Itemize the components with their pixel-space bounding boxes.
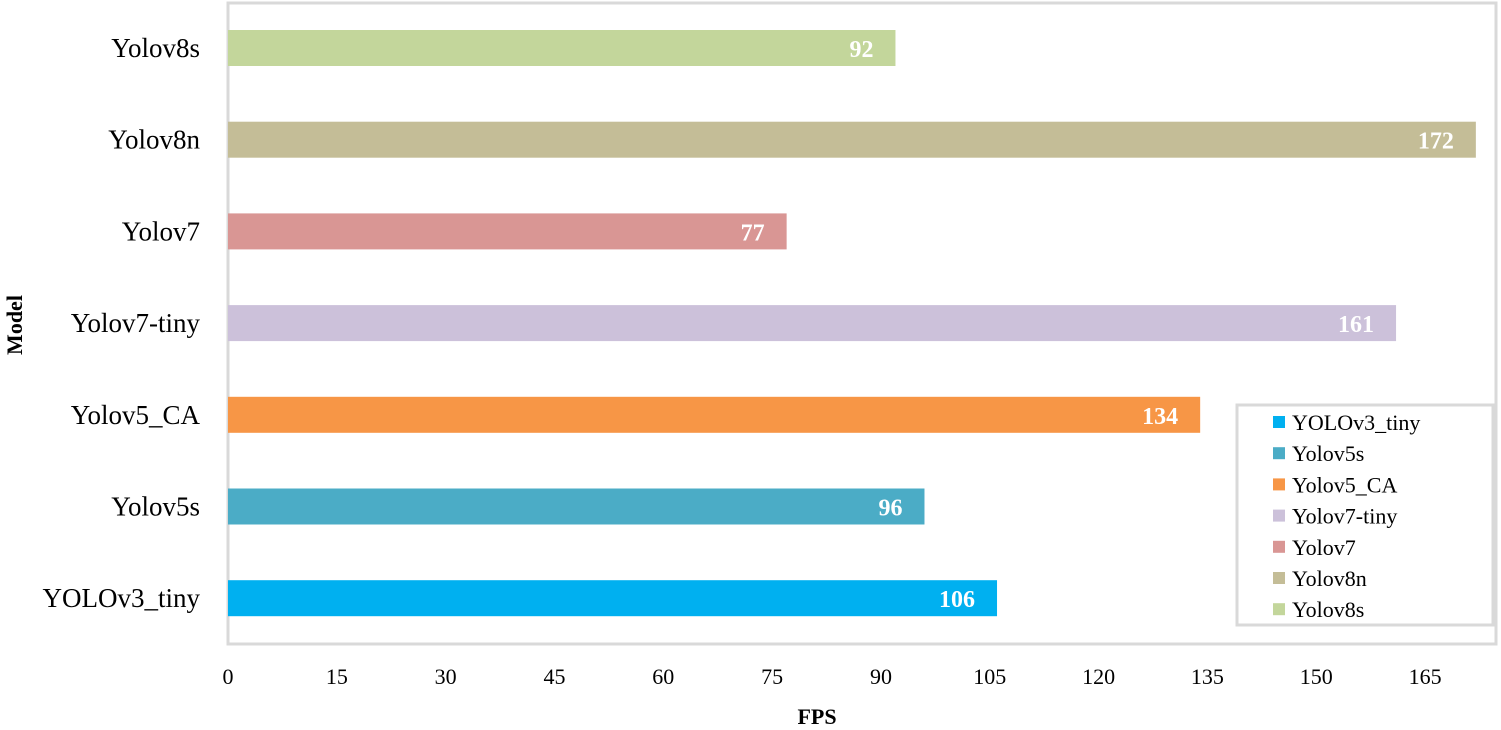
legend: YOLOv3_tiny Yolov5s Yolov5_CA Yolov7-tiny Yo… bbox=[1235, 403, 1495, 627]
bar-yolov7-tiny bbox=[228, 305, 1397, 342]
legend-label: Yolov7-tiny bbox=[1292, 504, 1397, 529]
y-category-label: Yolov8n bbox=[108, 125, 200, 155]
x-tick-label: 120 bbox=[1082, 664, 1115, 689]
legend-swatch bbox=[1273, 416, 1285, 428]
legend-swatch bbox=[1273, 478, 1285, 491]
legend-swatch bbox=[1273, 509, 1285, 522]
x-tick-label: 45 bbox=[543, 664, 565, 689]
y-category-label: Yolov8s bbox=[111, 33, 200, 63]
y-category-label: Yolov7-tiny bbox=[71, 308, 201, 338]
x-tick-label: 60 bbox=[652, 664, 674, 689]
legend-label: Yolov8s bbox=[1292, 597, 1364, 622]
bar-data-label: 77 bbox=[741, 220, 765, 246]
legend-label: Yolov7 bbox=[1292, 535, 1356, 560]
bar-yolov5-ca bbox=[228, 396, 1201, 433]
bar-data-label: 172 bbox=[1418, 129, 1454, 155]
x-tick-label: 30 bbox=[435, 664, 457, 689]
bar-data-label: 106 bbox=[939, 587, 975, 613]
x-axis-ticks: 0 15 30 45 60 75 90 105 120 135 150 165 bbox=[223, 664, 1442, 689]
x-tick-label: 150 bbox=[1300, 664, 1333, 689]
legend-swatch bbox=[1273, 540, 1285, 553]
x-tick-label: 90 bbox=[870, 664, 892, 689]
x-tick-label: 135 bbox=[1191, 664, 1224, 689]
x-tick-label: 75 bbox=[761, 664, 783, 689]
y-category-label: Yolov5s bbox=[111, 492, 200, 522]
legend-swatch bbox=[1273, 447, 1285, 460]
legend-swatch bbox=[1273, 572, 1285, 584]
x-tick-label: 0 bbox=[223, 664, 234, 689]
bar-yolov3-tiny bbox=[228, 580, 998, 617]
y-category-label: Yolov5_CA bbox=[71, 400, 201, 430]
legend-label: Yolov5_CA bbox=[1292, 472, 1397, 497]
bar-yolov5s bbox=[228, 488, 925, 525]
legend-label: YOLOv3_tiny bbox=[1292, 410, 1420, 435]
y-category-label: YOLOv3_tiny bbox=[43, 583, 201, 613]
bars: YOLOv3_tiny 106 Yolov5s 96 Yolov5_CA 134 Yolov… bbox=[43, 30, 1476, 617]
bar-data-label: 161 bbox=[1338, 312, 1374, 338]
legend-label: Yolov8n bbox=[1292, 566, 1367, 591]
x-tick-label: 105 bbox=[973, 664, 1006, 689]
bar-data-label: 96 bbox=[878, 496, 902, 522]
legend-label: Yolov5s bbox=[1292, 441, 1364, 466]
y-axis-title: Model bbox=[2, 295, 27, 355]
x-tick-label: 15 bbox=[326, 664, 348, 689]
bar-data-label: 92 bbox=[849, 37, 873, 63]
bar-yolov7 bbox=[228, 213, 787, 250]
legend-swatch bbox=[1273, 603, 1285, 616]
x-axis-title: FPS bbox=[797, 704, 836, 729]
bar-yolov8s bbox=[228, 30, 896, 66]
x-tick-label: 165 bbox=[1409, 664, 1442, 689]
y-category-label: Yolov7 bbox=[122, 216, 200, 246]
bar-yolov8n bbox=[228, 121, 1476, 158]
bar-data-label: 134 bbox=[1142, 404, 1178, 430]
